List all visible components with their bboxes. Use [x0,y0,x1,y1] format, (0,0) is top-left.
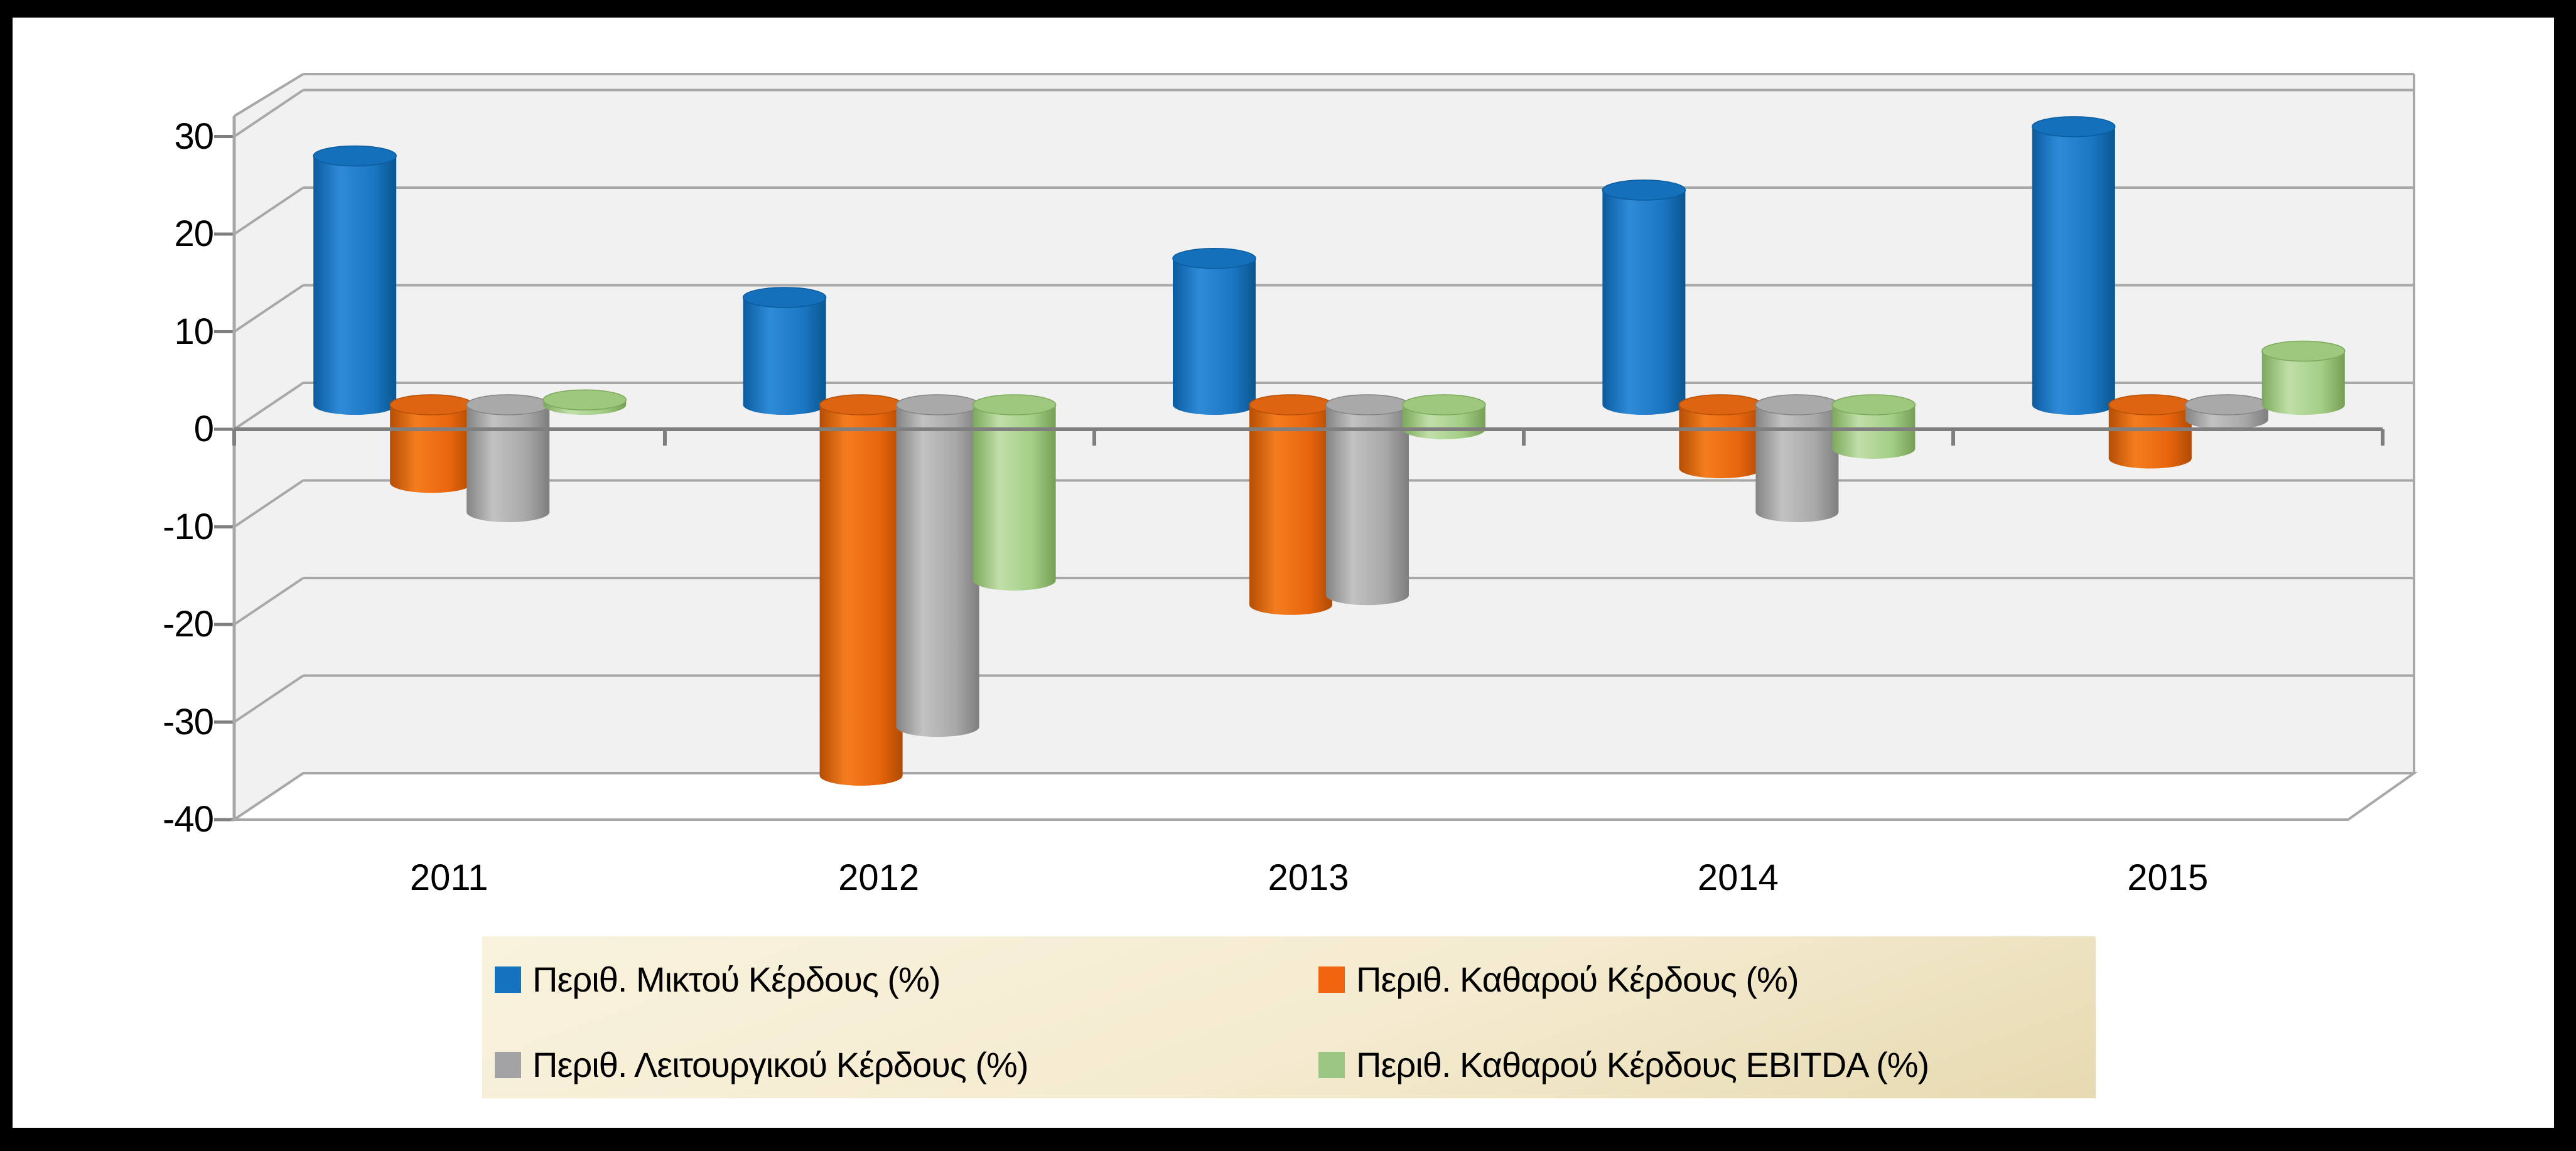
bar-cylinder-4-2012 [972,394,1057,591]
y-axis-tick-label: -20 [163,604,214,645]
chart-legend: Περιθ. Μικτού Κέρδους (%) Περιθ. Καθαρού … [482,936,2096,1098]
y-axis-tick-label: -40 [163,799,214,840]
bar-cylinder-4-2014 [1831,394,1916,459]
y-axis-tick-label: 30 [174,115,214,157]
bar-cylinder-4-2015 [2261,340,2346,415]
y-axis-tick-label: 20 [174,213,214,254]
y-axis-tick-label: -30 [163,701,214,742]
bar-cylinder-1-2013 [1172,248,1256,415]
legend-item-label: Περιθ. Καθαρού Κέρδους EBITDA (%) [1356,1045,1929,1084]
bar-cylinder-2-2014 [1678,394,1763,479]
legend-item: Περιθ. Καθαρού Κέρδους EBITDA (%) [1318,1044,1929,1085]
bar-cylinder-3-2015 [2185,394,2269,430]
bar-cylinder-1-2011 [313,145,397,415]
bar-cylinder-3-2013 [1325,394,1409,606]
bar-cylinder-2-2013 [1249,394,1333,615]
bar-cylinder-2-2011 [389,394,473,493]
legend-item: Περιθ. Καθαρού Κέρδους (%) [1318,959,1799,1000]
plot-floor [230,772,2418,821]
bar-cylinder-4-2011 [542,389,627,415]
legend-item-label: Περιθ. Λειτουργικού Κέρδους (%) [532,1045,1028,1084]
y-axis-tick-label: -10 [163,506,214,547]
bar-cylinder-1-2015 [2032,116,2116,415]
legend-swatch [495,966,521,993]
x-axis-category-label: 2011 [409,857,488,898]
bar-cylinder-2-2015 [2108,394,2192,469]
bar-cylinder-1-2012 [742,287,827,415]
y-axis-tick-label: 0 [193,409,214,449]
bar-cylinder-4-2013 [1402,394,1486,439]
legend-item: Περιθ. Λειτουργικού Κέρδους (%) [495,1044,1028,1085]
bar-cylinder-3-2014 [1755,394,1840,523]
plot-left-wall [234,74,303,820]
x-axis-category-label: 2012 [838,857,920,898]
legend-swatch [495,1051,521,1078]
bar-cylinder-2-2012 [819,394,903,786]
legend-swatch [1318,966,1345,993]
x-axis-category-label: 2015 [2127,857,2209,898]
legend-item-label: Περιθ. Μικτού Κέρδους (%) [532,960,940,999]
x-axis-category-label: 2013 [1268,857,1349,898]
legend-swatch [1318,1051,1345,1078]
bar-cylinder-3-2011 [466,394,550,523]
legend-item-label: Περιθ. Καθαρού Κέρδους (%) [1356,960,1799,999]
legend-item: Περιθ. Μικτού Κέρδους (%) [495,959,940,1000]
y-axis-tick-label: 10 [174,311,214,352]
x-axis-category-label: 2014 [1697,857,1779,898]
bar-cylinder-1-2014 [1602,179,1686,415]
bar-cylinder-3-2012 [895,394,980,737]
